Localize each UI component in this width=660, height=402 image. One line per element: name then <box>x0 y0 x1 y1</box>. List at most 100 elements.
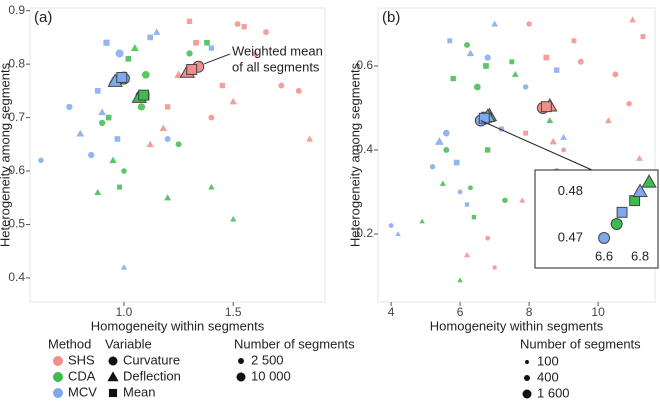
plot-area <box>29 7 326 303</box>
point <box>306 135 314 142</box>
point <box>463 251 471 258</box>
point <box>159 124 168 132</box>
point <box>502 197 508 204</box>
legend-label: MCV <box>68 384 97 399</box>
inset-y-tick-label: 0.48 <box>558 183 583 198</box>
point <box>522 84 529 90</box>
point <box>464 41 470 48</box>
size-legend-label: 10 000 <box>251 368 291 383</box>
point <box>509 59 515 65</box>
inset-x-tick-label: 6.6 <box>595 248 613 263</box>
point <box>164 135 171 142</box>
mean-point <box>116 72 128 83</box>
inset-mean-point <box>616 206 628 218</box>
point <box>549 137 557 145</box>
point <box>439 180 446 186</box>
y-tick-label: 0.6 <box>8 163 25 177</box>
point <box>251 49 259 57</box>
point <box>457 277 463 283</box>
y-tick-label: 0.8 <box>8 56 25 70</box>
point <box>466 49 475 57</box>
mean-point <box>186 64 198 75</box>
point <box>147 34 154 41</box>
point <box>120 264 128 270</box>
point <box>219 82 225 89</box>
point <box>484 54 491 61</box>
point <box>105 114 112 121</box>
x-tick-label: 6 <box>457 305 464 319</box>
point <box>546 117 554 124</box>
size-legend-label: 1 600 <box>537 385 570 400</box>
size-legend-marker <box>238 358 244 364</box>
point <box>499 126 504 132</box>
legend-marker <box>53 388 63 398</box>
x-axis-label: Homogeneity within segments <box>430 318 604 333</box>
point <box>121 168 127 174</box>
point <box>523 130 529 136</box>
point <box>626 101 632 107</box>
y-tick-label: 0.5 <box>8 217 25 231</box>
inset-y-tick-label: 0.47 <box>558 229 583 244</box>
annotation-line <box>204 53 231 65</box>
point <box>193 39 199 46</box>
legend-marker <box>53 372 63 382</box>
legend-marker <box>108 356 118 366</box>
legend-label: SHS <box>68 352 95 367</box>
point <box>66 103 73 111</box>
size-legend-label: 400 <box>537 369 559 384</box>
point <box>491 20 498 27</box>
point <box>295 87 302 94</box>
point <box>395 231 401 237</box>
legend-label: Curvature <box>123 352 180 367</box>
point <box>526 21 532 27</box>
point <box>204 39 210 46</box>
point <box>485 147 491 153</box>
legend-marker <box>53 356 63 366</box>
point <box>554 67 560 73</box>
point <box>519 197 526 203</box>
point <box>419 218 425 224</box>
point <box>457 189 463 195</box>
legend-marker <box>107 371 119 382</box>
point <box>263 29 269 36</box>
point <box>208 45 215 51</box>
inset-mean-point <box>632 183 648 197</box>
point <box>473 83 481 91</box>
point <box>98 108 107 116</box>
point <box>229 97 237 105</box>
point <box>38 157 44 164</box>
point <box>450 75 456 82</box>
mean-point <box>138 89 150 101</box>
point <box>468 185 473 191</box>
point <box>117 184 123 190</box>
point <box>485 235 491 241</box>
point <box>577 58 584 65</box>
point <box>442 129 450 137</box>
y-tick-label: 0.4 <box>8 270 25 284</box>
point <box>208 183 215 190</box>
point <box>98 119 106 127</box>
inset-mean-point <box>629 195 641 207</box>
point <box>130 44 139 52</box>
point <box>435 137 444 145</box>
point <box>612 71 619 78</box>
point <box>471 214 477 220</box>
point <box>164 104 171 110</box>
legend-label: CDA <box>68 368 96 383</box>
inset-x-tick-label: 6.8 <box>631 248 649 263</box>
legend-title: Method <box>48 336 91 351</box>
x-axis-label: Homogeneity within segments <box>91 318 265 333</box>
point <box>278 82 285 89</box>
inset-mean-point <box>610 218 623 230</box>
y-tick-label: 0.9 <box>8 3 25 17</box>
panel-label: (b) <box>382 9 400 26</box>
annotation: Weighted mean <box>232 43 323 58</box>
inset-mean-point <box>641 174 657 188</box>
point <box>94 88 101 94</box>
point <box>629 16 636 23</box>
inset-mean-point <box>598 232 611 244</box>
size-legend-marker <box>236 372 246 382</box>
point <box>443 146 450 153</box>
x-tick-label: 8 <box>526 305 533 319</box>
point <box>114 136 121 142</box>
